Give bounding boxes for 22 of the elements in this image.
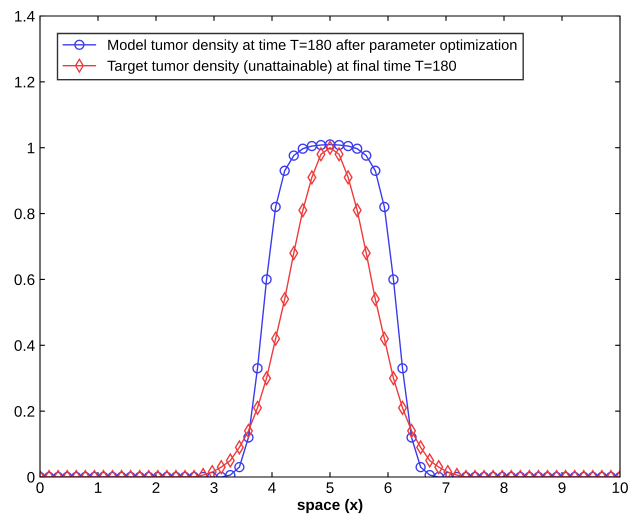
- x-tick-label: 4: [268, 482, 276, 493]
- y-tick-label: 0.2: [14, 406, 34, 417]
- y-tick-label: 0: [27, 472, 35, 483]
- x-tick-label: 8: [500, 482, 508, 494]
- x-tick-label: 2: [152, 482, 160, 493]
- x-tick-label: 10: [612, 482, 628, 494]
- legend-label: Model tumor density at time T=180 after parameter optimization: [108, 39, 516, 53]
- y-tick-label: 1.2: [15, 76, 34, 88]
- y-tick-label: 1: [28, 142, 34, 154]
- x-tick-label: 7: [442, 482, 450, 493]
- legend-label: Target tumor density (unattainable) at final time T=180: [107, 60, 456, 74]
- x-axis-title: space (x): [297, 498, 362, 514]
- x-tick-label: 5: [326, 482, 334, 494]
- x-tick-label: 3: [210, 482, 218, 494]
- y-tick-label: 1.4: [15, 11, 35, 22]
- y-tick-label: 0.4: [14, 340, 35, 351]
- x-tick-label: 9: [558, 482, 566, 494]
- y-tick-label: 0.8: [14, 208, 34, 220]
- x-tick-label: 6: [384, 482, 392, 494]
- x-tick-label: 1: [94, 482, 102, 493]
- x-tick-label: 0: [36, 482, 44, 494]
- y-tick-label: 0.6: [14, 274, 34, 286]
